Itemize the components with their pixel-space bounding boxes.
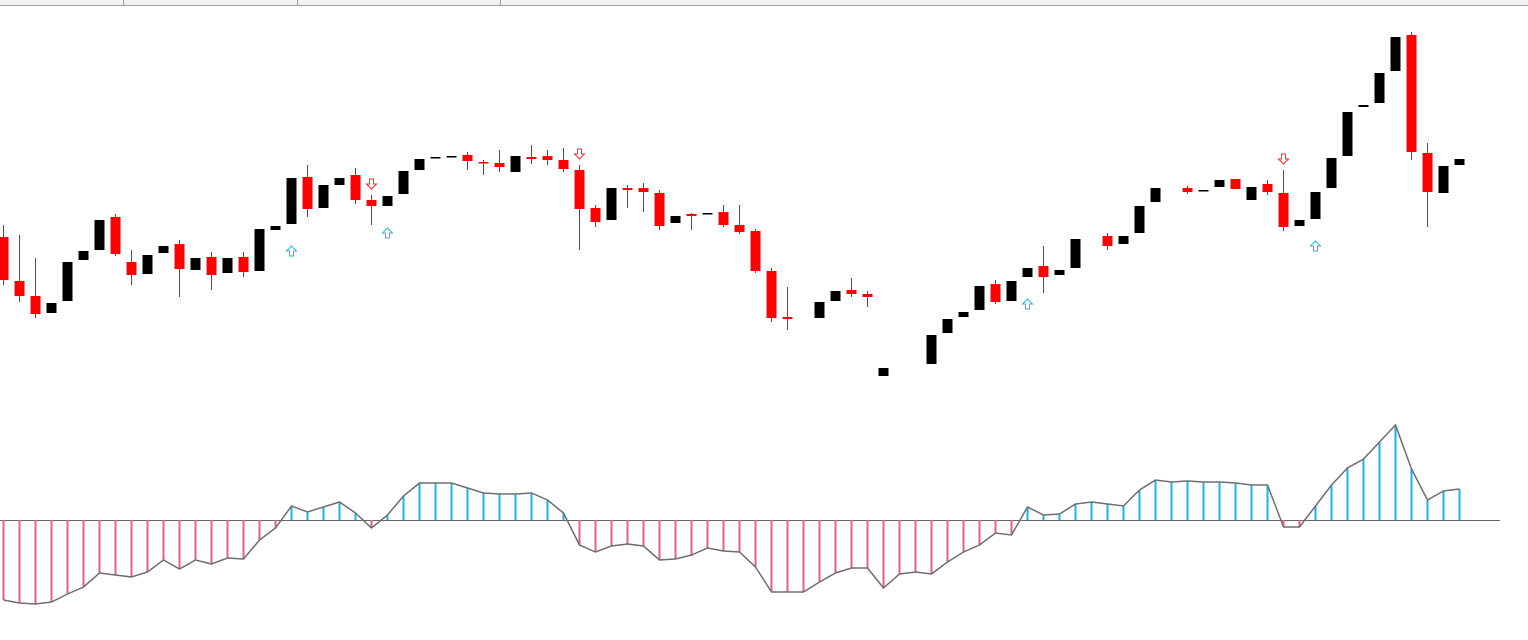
candle-body [238,257,249,272]
candle-body [510,156,521,172]
candle-body [1374,73,1385,103]
candle-body [46,303,57,313]
candle-body [366,200,377,206]
candle-body [526,157,537,159]
candle-body [1006,281,1017,301]
candle-body [1278,193,1289,227]
candle-body [1390,37,1401,71]
candle-body [766,271,777,318]
buy-arrow [285,245,298,257]
candle-body [1150,188,1161,202]
candle-body [222,258,233,273]
candle-body [190,258,201,270]
candle-body [846,290,857,294]
candle-body [478,162,489,164]
candle-body [142,255,153,274]
candle-body [638,188,649,192]
candle-body [302,177,313,209]
candle-body [1102,236,1113,246]
buy-arrow [1021,298,1034,310]
candle-body [862,294,873,297]
candle-body [126,262,137,275]
candle-body [1022,268,1033,277]
candle-body [1454,159,1465,165]
candle-body [1038,266,1049,277]
candle-body [1438,166,1449,193]
candle-body [350,175,361,200]
candle-body [654,193,665,226]
candle-body [1342,112,1353,156]
candle-body [286,178,297,224]
candle-body [30,296,41,314]
candle-body [750,231,761,271]
candle-body [254,229,265,271]
candle-body [606,188,617,220]
candle-body [1406,35,1417,152]
candle-body [1262,184,1273,192]
candle-body [430,157,441,159]
candle-body [942,319,953,333]
candle-body [94,220,105,250]
candle-body [782,317,793,319]
candle-body [542,156,553,160]
candle-body [0,237,9,280]
candle-body [1054,270,1065,275]
candle-body [1214,180,1225,187]
candle-body [158,246,169,253]
sell-arrow [1277,153,1290,165]
candle-body [990,284,1001,302]
candle-body [1310,192,1321,219]
candle-body [734,225,745,232]
candle-body [382,196,393,206]
candle-body [718,212,729,225]
candle-body [1246,187,1257,200]
candle-body [814,302,825,318]
sell-arrow [365,178,378,190]
candle-body [574,170,585,209]
candle-body [1422,153,1433,192]
candle-body [590,208,601,222]
candle-body [318,185,329,208]
candle-body [14,281,25,296]
candle-body [1134,206,1145,233]
sell-arrow [573,148,586,160]
candle-body [1118,236,1129,244]
toolbar-strip [0,0,1528,5]
candle-body [974,286,985,310]
candle-body [1230,179,1241,189]
candle-body [702,213,713,215]
candle-body [270,226,281,230]
candle-body [110,217,121,254]
candle-body [686,214,697,216]
candle-body [1358,105,1369,107]
candle-body [558,160,569,169]
candle-body [1182,188,1193,192]
candle-body [494,163,505,167]
candle-body [62,262,73,301]
candle-body [1198,190,1209,192]
candle-body [670,216,681,223]
buy-arrow [381,227,394,239]
candle-body [414,159,425,170]
candle-body [174,244,185,269]
candle-body [1326,158,1337,188]
candle-body [78,251,89,260]
candle-body [958,312,969,317]
candle-body [622,188,633,190]
buy-arrow [1309,240,1322,252]
candle-body [1070,239,1081,268]
oscillator-line [3,423,1460,605]
candle-body [1294,220,1305,226]
candle-body [878,368,889,376]
candle-body [398,171,409,194]
candle-body [206,257,217,275]
candle-body [830,291,841,301]
candle-body [926,335,937,364]
candle-body [334,178,345,185]
candle-body [446,156,457,158]
candle-body [462,155,473,161]
